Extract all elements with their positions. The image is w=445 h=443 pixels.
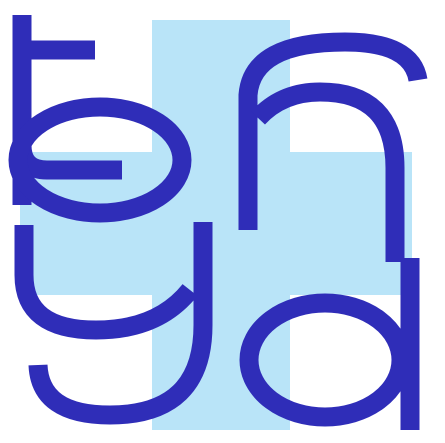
glyph-y-stem [28,222,213,425]
glyph-y-left-arm [14,225,198,340]
glyph-h-arch [251,82,405,262]
glyph-b-bowl [8,97,192,223]
cross-background-shape [20,20,412,430]
glyph-t [12,15,122,180]
glyph-f [238,32,428,230]
glyph-group [8,15,428,430]
